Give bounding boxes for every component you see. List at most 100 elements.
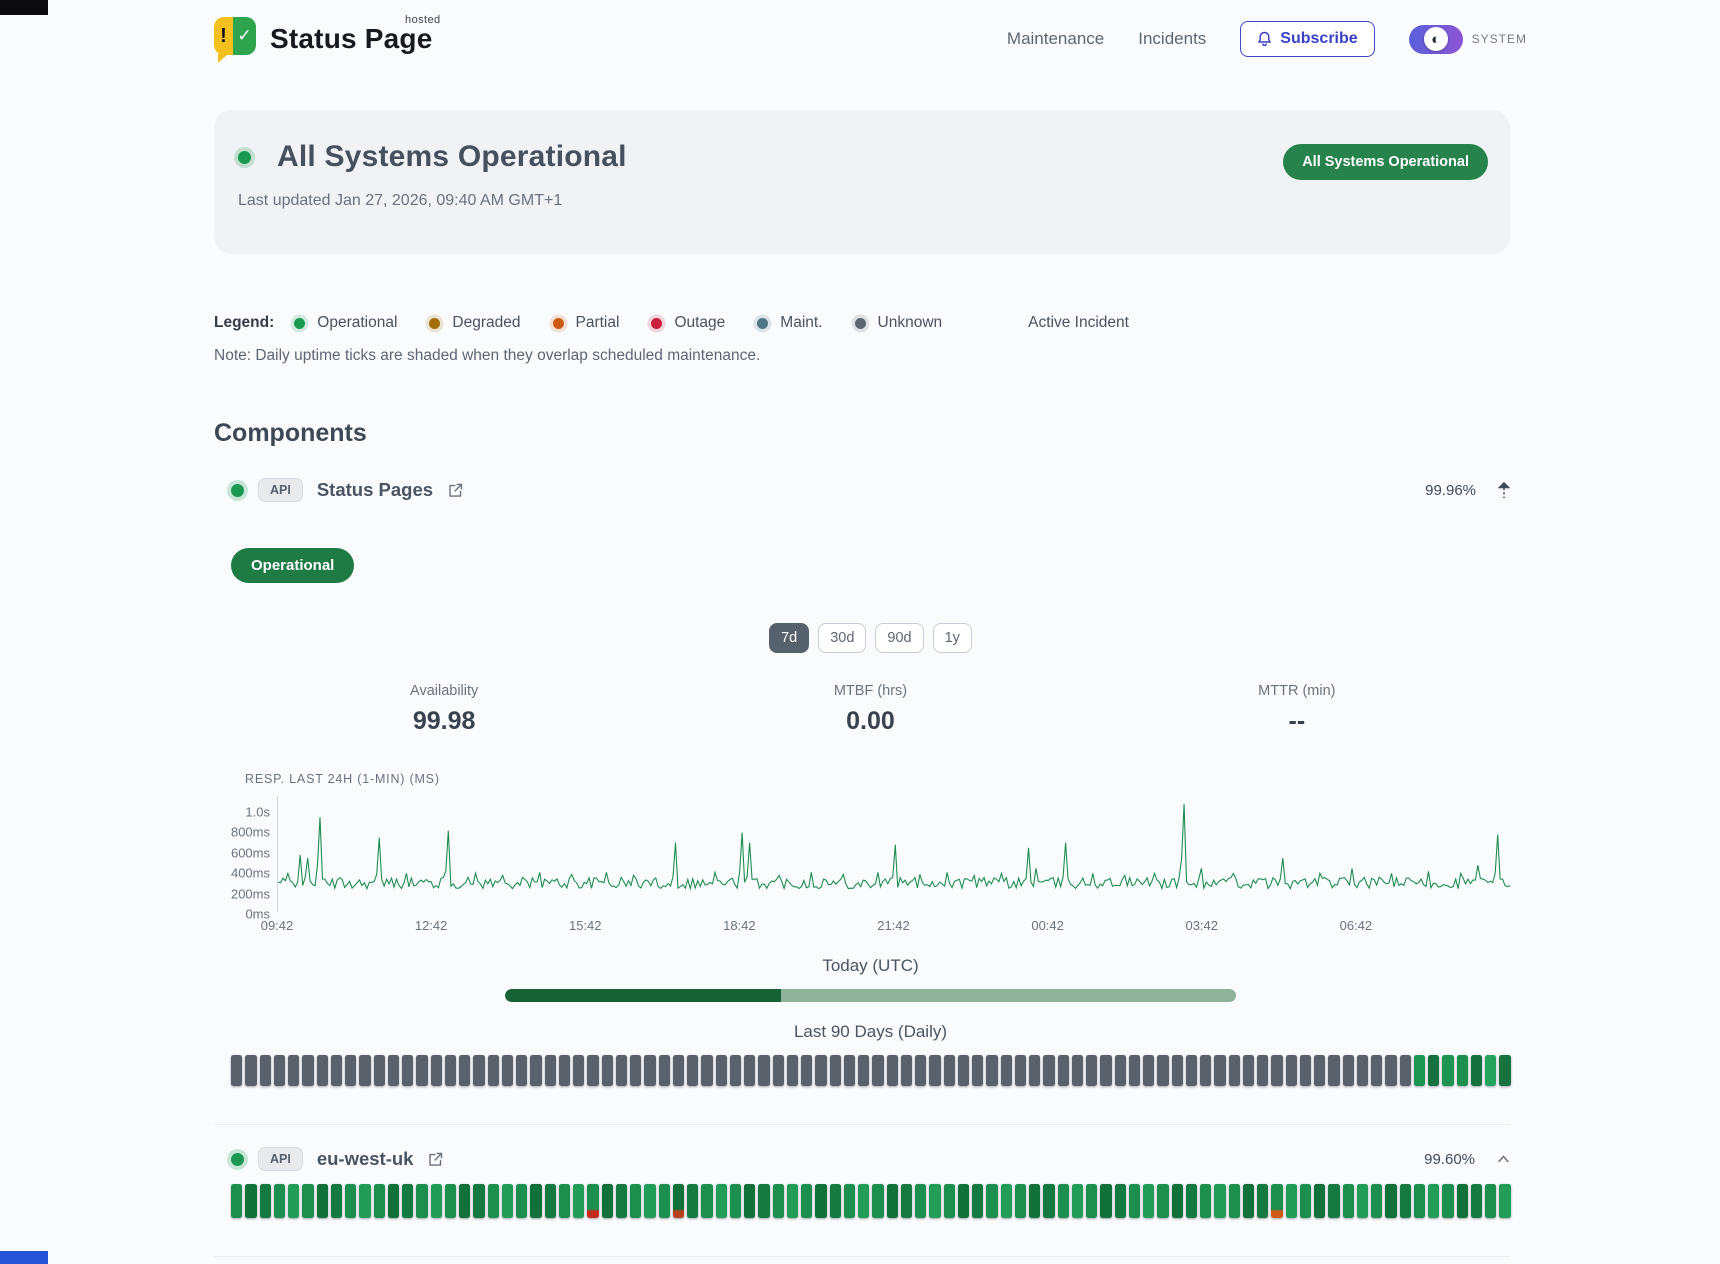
uptime-tick[interactable]	[345, 1184, 357, 1218]
uptime-tick[interactable]	[359, 1184, 371, 1218]
uptime-tick[interactable]	[1057, 1184, 1069, 1218]
uptime-tick[interactable]	[744, 1184, 756, 1218]
uptime-tick[interactable]	[1000, 1055, 1012, 1086]
uptime-tick[interactable]	[544, 1184, 556, 1218]
uptime-tick[interactable]	[1086, 1184, 1098, 1218]
uptime-tick[interactable]	[302, 1184, 314, 1218]
uptime-tick[interactable]	[801, 1055, 813, 1086]
uptime-tick[interactable]	[1014, 1055, 1026, 1086]
uptime-tick[interactable]	[416, 1184, 428, 1218]
uptime-tick[interactable]	[1499, 1055, 1511, 1086]
uptime-tick[interactable]	[1014, 1184, 1026, 1218]
uptime-tick[interactable]	[943, 1184, 955, 1218]
uptime-tick[interactable]	[330, 1055, 342, 1086]
external-link-icon[interactable]	[447, 482, 464, 499]
uptime-tick[interactable]	[231, 1055, 243, 1086]
uptime-tick[interactable]	[729, 1184, 741, 1218]
uptime-tick[interactable]	[644, 1184, 656, 1218]
uptime-tick[interactable]	[1171, 1184, 1183, 1218]
uptime-tick[interactable]	[387, 1184, 399, 1218]
uptime-tick[interactable]	[900, 1184, 912, 1218]
uptime-tick[interactable]	[501, 1184, 513, 1218]
uptime-tick[interactable]	[1470, 1055, 1482, 1086]
uptime-tick[interactable]	[1385, 1184, 1397, 1218]
uptime-tick[interactable]	[1100, 1055, 1112, 1086]
uptime-tick[interactable]	[1299, 1055, 1311, 1086]
uptime-tick[interactable]	[430, 1055, 442, 1086]
uptime-tick[interactable]	[330, 1184, 342, 1218]
uptime-tick[interactable]	[1143, 1055, 1155, 1086]
uptime-tick[interactable]	[701, 1184, 713, 1218]
uptime-tick[interactable]	[715, 1055, 727, 1086]
uptime-tick[interactable]	[1285, 1184, 1297, 1218]
uptime-tick[interactable]	[801, 1184, 813, 1218]
uptime-tick[interactable]	[900, 1055, 912, 1086]
uptime-tick[interactable]	[1200, 1184, 1212, 1218]
uptime-tick[interactable]	[872, 1055, 884, 1086]
uptime-tick[interactable]	[573, 1055, 585, 1086]
theme-toggle[interactable]: ◐	[1408, 24, 1463, 54]
uptime-tick[interactable]	[1356, 1055, 1368, 1086]
uptime-tick[interactable]	[1228, 1184, 1240, 1218]
range-button-30d[interactable]: 30d	[818, 623, 867, 653]
uptime-tick[interactable]	[345, 1055, 357, 1086]
uptime-tick[interactable]	[516, 1055, 528, 1086]
uptime-tick[interactable]	[530, 1055, 542, 1086]
uptime-tick[interactable]	[957, 1184, 969, 1218]
uptime-tick[interactable]	[1029, 1184, 1041, 1218]
uptime-tick[interactable]	[630, 1184, 642, 1218]
uptime-tick[interactable]	[1029, 1055, 1041, 1086]
uptime-tick[interactable]	[1228, 1055, 1240, 1086]
uptime-tick[interactable]	[672, 1184, 684, 1218]
uptime-tick[interactable]	[886, 1055, 898, 1086]
uptime-tick[interactable]	[1257, 1055, 1269, 1086]
uptime-tick[interactable]	[687, 1184, 699, 1218]
uptime-tick[interactable]	[1214, 1184, 1226, 1218]
uptime-tick[interactable]	[1299, 1184, 1311, 1218]
uptime-tick[interactable]	[772, 1184, 784, 1218]
uptime-tick[interactable]	[501, 1055, 513, 1086]
uptime-tick[interactable]	[1342, 1184, 1354, 1218]
uptime-tick[interactable]	[1242, 1055, 1254, 1086]
uptime-tick[interactable]	[387, 1055, 399, 1086]
uptime-tick[interactable]	[1371, 1055, 1383, 1086]
uptime-tick[interactable]	[1442, 1055, 1454, 1086]
uptime-tick[interactable]	[829, 1184, 841, 1218]
uptime-tick[interactable]	[1456, 1055, 1468, 1086]
uptime-tick[interactable]	[273, 1184, 285, 1218]
uptime-tick[interactable]	[1043, 1055, 1055, 1086]
uptime-tick[interactable]	[1442, 1184, 1454, 1218]
uptime-tick[interactable]	[715, 1184, 727, 1218]
uptime-tick[interactable]	[772, 1055, 784, 1086]
uptime-tick[interactable]	[259, 1184, 271, 1218]
chevron-up-icon[interactable]	[1497, 1154, 1510, 1164]
uptime-tick[interactable]	[1314, 1184, 1326, 1218]
uptime-tick[interactable]	[758, 1184, 770, 1218]
range-button-90d[interactable]: 90d	[875, 623, 924, 653]
uptime-tick[interactable]	[815, 1184, 827, 1218]
uptime-tick[interactable]	[1499, 1184, 1511, 1218]
uptime-tick[interactable]	[459, 1184, 471, 1218]
uptime-tick[interactable]	[1171, 1055, 1183, 1086]
uptime-tick[interactable]	[1057, 1055, 1069, 1086]
uptime-tick[interactable]	[1100, 1184, 1112, 1218]
uptime-tick[interactable]	[530, 1184, 542, 1218]
uptime-tick[interactable]	[316, 1184, 328, 1218]
uptime-tick[interactable]	[416, 1055, 428, 1086]
uptime-tick[interactable]	[1399, 1055, 1411, 1086]
uptime-tick[interactable]	[815, 1055, 827, 1086]
uptime-tick[interactable]	[1371, 1184, 1383, 1218]
uptime-tick[interactable]	[444, 1055, 456, 1086]
uptime-tick[interactable]	[630, 1055, 642, 1086]
uptime-tick[interactable]	[1342, 1055, 1354, 1086]
uptime-tick[interactable]	[1086, 1055, 1098, 1086]
uptime-tick[interactable]	[587, 1055, 599, 1086]
uptime-tick[interactable]	[986, 1055, 998, 1086]
uptime-tick[interactable]	[972, 1184, 984, 1218]
uptime-tick[interactable]	[972, 1055, 984, 1086]
uptime-tick[interactable]	[644, 1055, 656, 1086]
uptime-tick[interactable]	[288, 1055, 300, 1086]
uptime-tick[interactable]	[1385, 1055, 1397, 1086]
uptime-tick[interactable]	[1000, 1184, 1012, 1218]
uptime-tick[interactable]	[786, 1055, 798, 1086]
